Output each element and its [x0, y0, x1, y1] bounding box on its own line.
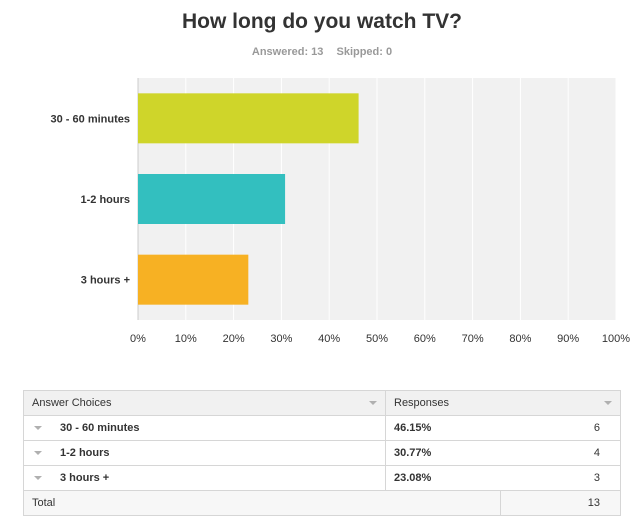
table-row[interactable]: 3 hours + 23.08% 3 [23, 465, 622, 491]
answer-choice: 1-2 hours [23, 440, 386, 466]
x-tick-label: 40% [318, 333, 340, 345]
bar-chart: 30 - 60 minutes 1-2 hours 3 hours + 0% 10% 2… [51, 78, 630, 345]
x-tick-label: 50% [366, 333, 388, 345]
answer-choices-header[interactable]: Answer Choices [23, 390, 386, 416]
x-tick-label: 30% [270, 333, 292, 345]
responses-header-label: Responses [394, 397, 450, 409]
response-percent: 23.08% [385, 465, 501, 491]
sort-caret-icon[interactable] [369, 401, 377, 405]
answer-choice-label: 3 hours + [60, 472, 110, 484]
sort-caret-icon[interactable] [604, 401, 613, 405]
answer-choice: 3 hours + [23, 465, 386, 491]
category-label: 30 - 60 minutes [51, 113, 130, 125]
x-tick-label: 0% [130, 333, 146, 345]
responses-header[interactable]: Responses [384, 390, 622, 416]
x-tick-label: 100% [602, 333, 630, 345]
x-tick-label: 20% [223, 333, 245, 345]
expand-caret-icon[interactable] [34, 476, 42, 481]
x-tick-label: 10% [175, 333, 197, 345]
response-percent: 46.15% [385, 415, 501, 441]
total-label: Total [23, 490, 501, 516]
x-tick-label: 90% [557, 333, 579, 345]
x-tick-label: 60% [414, 333, 436, 345]
response-summary: Answered: 13 Skipped: 0 [0, 46, 644, 58]
x-tick-label: 80% [509, 333, 531, 345]
bar[interactable] [138, 254, 249, 305]
response-count: 3 [500, 465, 622, 491]
expand-caret-icon[interactable] [34, 451, 42, 456]
responses-table: Answer Choices Responses 30 - 60 minutes… [23, 390, 622, 516]
answer-choice: 30 - 60 minutes [23, 415, 386, 441]
response-count: 4 [500, 440, 622, 466]
response-count: 6 [500, 415, 622, 441]
skipped-count: Skipped: 0 [336, 46, 393, 58]
chart-title: How long do you watch TV? [182, 10, 462, 33]
category-label: 1-2 hours [80, 194, 130, 206]
bar[interactable] [138, 174, 286, 224]
total-count: 13 [499, 490, 622, 516]
answer-choice-label: 1-2 hours [60, 447, 110, 459]
bar[interactable] [138, 93, 359, 144]
response-percent: 30.77% [385, 440, 501, 466]
answer-choice-label: 30 - 60 minutes [60, 422, 140, 434]
table-row[interactable]: 1-2 hours 30.77% 4 [23, 440, 622, 466]
table-row[interactable]: 30 - 60 minutes 46.15% 6 [23, 415, 622, 441]
expand-caret-icon[interactable] [34, 426, 42, 431]
answered-count: Answered: 13 [251, 46, 324, 58]
category-label: 3 hours + [81, 275, 130, 287]
x-tick-label: 70% [462, 333, 484, 345]
answer-choices-header-label: Answer Choices [32, 397, 112, 409]
